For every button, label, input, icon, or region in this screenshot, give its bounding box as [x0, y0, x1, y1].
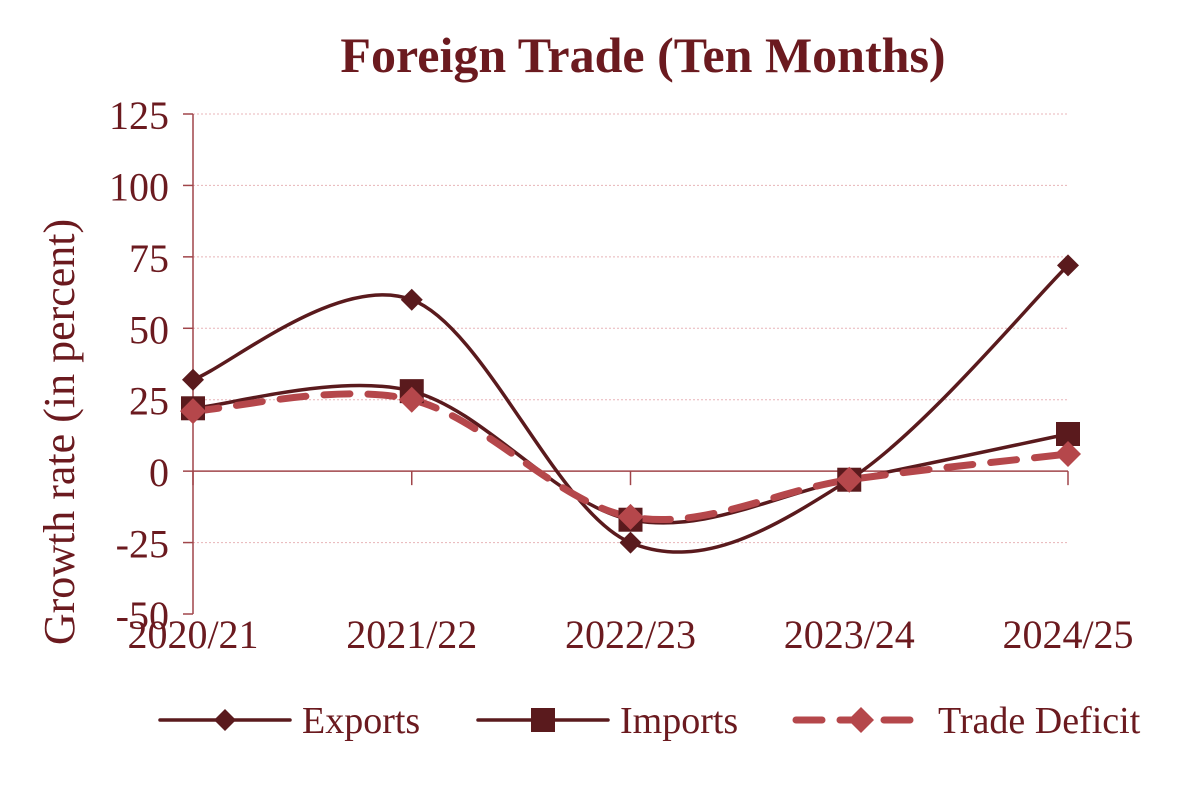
- data-point-trade-deficit: [180, 398, 206, 425]
- series-markers: [180, 254, 1081, 554]
- x-tick-label: 2023/24: [784, 612, 915, 657]
- data-point-trade-deficit: [836, 466, 863, 493]
- data-point-exports: [619, 531, 642, 554]
- x-tick-labels: 2020/21 2021/22 2022/23 2023/24 2024/25: [127, 612, 1133, 657]
- legend-marker-trade-deficit: [848, 707, 874, 733]
- y-tick-label: -25: [116, 522, 169, 567]
- y-tick-label: 125: [109, 93, 169, 138]
- y-tick-label: 0: [149, 450, 169, 495]
- legend-label-exports: Exports: [302, 700, 420, 742]
- x-tick-label: 2022/23: [565, 612, 696, 657]
- legend: Exports Imports Trade Deficit: [158, 700, 1141, 742]
- y-tick-label: 100: [109, 164, 169, 209]
- legend-label-trade-deficit: Trade Deficit: [938, 700, 1141, 742]
- legend-label-imports: Imports: [620, 700, 738, 742]
- series-line-trade-deficit: [189, 390, 1072, 524]
- data-point-trade-deficit: [617, 503, 644, 530]
- y-tick-labels: 125 100 75 50 25 0 -25 -50: [109, 93, 169, 638]
- y-tick-label: -50: [116, 593, 169, 638]
- y-tick-label: 75: [129, 236, 169, 281]
- y-tick-label: 25: [129, 379, 169, 424]
- data-point-trade-deficit: [1055, 441, 1081, 467]
- legend-marker-exports: [214, 709, 236, 731]
- y-axis-label: Growth rate (in percent): [35, 219, 84, 645]
- data-point-trade-deficit: [398, 386, 425, 413]
- data-point-exports: [1057, 254, 1079, 277]
- x-tick-label: 2021/22: [346, 612, 477, 657]
- x-tick-label: 2024/25: [1002, 612, 1133, 657]
- x-tick-label: 2020/21: [127, 612, 258, 657]
- data-point-exports: [400, 288, 423, 311]
- legend-marker-imports: [531, 708, 555, 732]
- chart-title: Foreign Trade (Ten Months): [340, 27, 945, 83]
- data-point-exports: [182, 368, 204, 391]
- y-tick-label: 50: [129, 307, 169, 352]
